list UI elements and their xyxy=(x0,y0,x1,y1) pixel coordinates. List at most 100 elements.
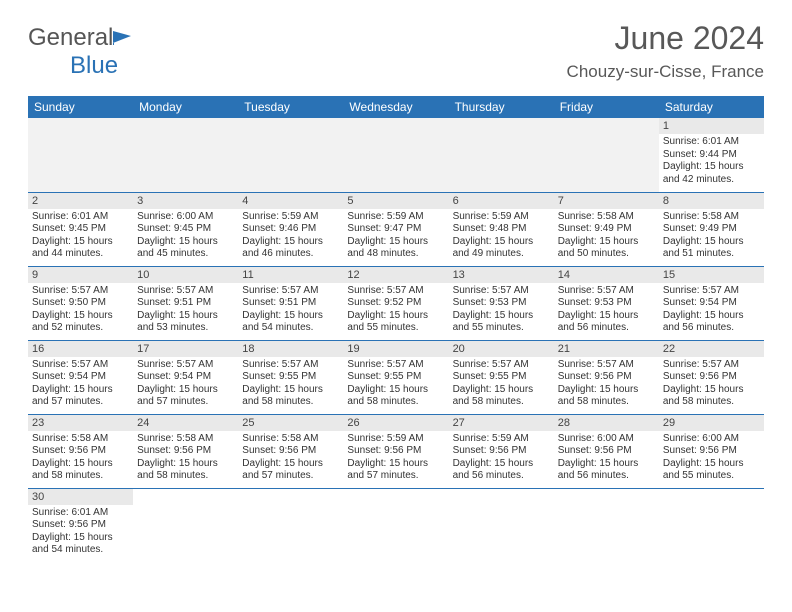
sunset-text: Sunset: 9:54 PM xyxy=(663,297,760,310)
daylight-text: Daylight: 15 hours and 58 minutes. xyxy=(32,458,129,483)
day-info: Sunrise: 5:58 AMSunset: 9:56 PMDaylight:… xyxy=(28,431,133,487)
daylight-text: Daylight: 15 hours and 57 minutes. xyxy=(137,384,234,409)
daylight-text: Daylight: 15 hours and 58 minutes. xyxy=(242,384,339,409)
calendar-cell xyxy=(554,118,659,192)
calendar-cell xyxy=(343,488,448,562)
day-number: 10 xyxy=(133,267,238,283)
sunrise-text: Sunrise: 5:57 AM xyxy=(32,285,129,298)
daylight-text: Daylight: 15 hours and 58 minutes. xyxy=(663,384,760,409)
sunset-text: Sunset: 9:47 PM xyxy=(347,223,444,236)
sunrise-text: Sunrise: 5:59 AM xyxy=(347,211,444,224)
calendar-cell xyxy=(238,118,343,192)
day-number: 3 xyxy=(133,193,238,209)
weekday-header: Sunday xyxy=(28,96,133,118)
sunset-text: Sunset: 9:53 PM xyxy=(453,297,550,310)
day-number: 18 xyxy=(238,341,343,357)
sunrise-text: Sunrise: 6:00 AM xyxy=(663,433,760,446)
day-number: 15 xyxy=(659,267,764,283)
calendar-row: 30Sunrise: 6:01 AMSunset: 9:56 PMDayligh… xyxy=(28,488,764,562)
calendar-cell: 3Sunrise: 6:00 AMSunset: 9:45 PMDaylight… xyxy=(133,192,238,266)
sunset-text: Sunset: 9:48 PM xyxy=(453,223,550,236)
calendar-cell: 18Sunrise: 5:57 AMSunset: 9:55 PMDayligh… xyxy=(238,340,343,414)
daylight-text: Daylight: 15 hours and 56 minutes. xyxy=(663,310,760,335)
daylight-text: Daylight: 15 hours and 58 minutes. xyxy=(558,384,655,409)
daylight-text: Daylight: 15 hours and 57 minutes. xyxy=(242,458,339,483)
day-info: Sunrise: 6:01 AMSunset: 9:56 PMDaylight:… xyxy=(28,505,133,561)
sunrise-text: Sunrise: 5:57 AM xyxy=(347,359,444,372)
weekday-header: Friday xyxy=(554,96,659,118)
day-info: Sunrise: 5:57 AMSunset: 9:56 PMDaylight:… xyxy=(554,357,659,413)
day-number: 9 xyxy=(28,267,133,283)
sunset-text: Sunset: 9:53 PM xyxy=(558,297,655,310)
sunset-text: Sunset: 9:51 PM xyxy=(137,297,234,310)
calendar-cell: 14Sunrise: 5:57 AMSunset: 9:53 PMDayligh… xyxy=(554,266,659,340)
day-info: Sunrise: 5:57 AMSunset: 9:54 PMDaylight:… xyxy=(659,283,764,339)
day-info: Sunrise: 6:01 AMSunset: 9:44 PMDaylight:… xyxy=(659,134,764,190)
calendar-cell: 9Sunrise: 5:57 AMSunset: 9:50 PMDaylight… xyxy=(28,266,133,340)
sunrise-text: Sunrise: 5:57 AM xyxy=(558,285,655,298)
calendar-cell: 13Sunrise: 5:57 AMSunset: 9:53 PMDayligh… xyxy=(449,266,554,340)
day-number: 23 xyxy=(28,415,133,431)
day-info: Sunrise: 6:00 AMSunset: 9:56 PMDaylight:… xyxy=(554,431,659,487)
sunset-text: Sunset: 9:45 PM xyxy=(32,223,129,236)
calendar-cell xyxy=(554,488,659,562)
day-number: 12 xyxy=(343,267,448,283)
daylight-text: Daylight: 15 hours and 50 minutes. xyxy=(558,236,655,261)
daylight-text: Daylight: 15 hours and 55 minutes. xyxy=(453,310,550,335)
sunrise-text: Sunrise: 6:00 AM xyxy=(558,433,655,446)
sunrise-text: Sunrise: 5:59 AM xyxy=(453,211,550,224)
day-info: Sunrise: 5:57 AMSunset: 9:51 PMDaylight:… xyxy=(133,283,238,339)
day-info: Sunrise: 6:00 AMSunset: 9:56 PMDaylight:… xyxy=(659,431,764,487)
calendar-cell: 5Sunrise: 5:59 AMSunset: 9:47 PMDaylight… xyxy=(343,192,448,266)
daylight-text: Daylight: 15 hours and 56 minutes. xyxy=(558,310,655,335)
daylight-text: Daylight: 15 hours and 46 minutes. xyxy=(242,236,339,261)
calendar-cell: 30Sunrise: 6:01 AMSunset: 9:56 PMDayligh… xyxy=(28,488,133,562)
daylight-text: Daylight: 15 hours and 49 minutes. xyxy=(453,236,550,261)
sunset-text: Sunset: 9:56 PM xyxy=(32,519,129,532)
calendar-cell: 25Sunrise: 5:58 AMSunset: 9:56 PMDayligh… xyxy=(238,414,343,488)
day-info: Sunrise: 5:59 AMSunset: 9:46 PMDaylight:… xyxy=(238,209,343,265)
day-number: 19 xyxy=(343,341,448,357)
calendar-row: 1Sunrise: 6:01 AMSunset: 9:44 PMDaylight… xyxy=(28,118,764,192)
sunrise-text: Sunrise: 5:57 AM xyxy=(137,359,234,372)
sunset-text: Sunset: 9:56 PM xyxy=(558,371,655,384)
sunset-text: Sunset: 9:44 PM xyxy=(663,149,760,162)
day-info: Sunrise: 5:57 AMSunset: 9:54 PMDaylight:… xyxy=(28,357,133,413)
sunrise-text: Sunrise: 5:57 AM xyxy=(663,359,760,372)
weekday-header: Monday xyxy=(133,96,238,118)
calendar-cell xyxy=(28,118,133,192)
calendar-cell: 11Sunrise: 5:57 AMSunset: 9:51 PMDayligh… xyxy=(238,266,343,340)
day-number: 17 xyxy=(133,341,238,357)
day-number: 11 xyxy=(238,267,343,283)
sunset-text: Sunset: 9:54 PM xyxy=(137,371,234,384)
weekday-header: Tuesday xyxy=(238,96,343,118)
daylight-text: Daylight: 15 hours and 42 minutes. xyxy=(663,161,760,186)
sunset-text: Sunset: 9:45 PM xyxy=(137,223,234,236)
calendar-cell: 19Sunrise: 5:57 AMSunset: 9:55 PMDayligh… xyxy=(343,340,448,414)
day-info: Sunrise: 5:59 AMSunset: 9:48 PMDaylight:… xyxy=(449,209,554,265)
calendar-cell: 22Sunrise: 5:57 AMSunset: 9:56 PMDayligh… xyxy=(659,340,764,414)
day-number: 26 xyxy=(343,415,448,431)
day-number: 29 xyxy=(659,415,764,431)
day-info: Sunrise: 6:00 AMSunset: 9:45 PMDaylight:… xyxy=(133,209,238,265)
daylight-text: Daylight: 15 hours and 54 minutes. xyxy=(242,310,339,335)
daylight-text: Daylight: 15 hours and 48 minutes. xyxy=(347,236,444,261)
sunrise-text: Sunrise: 5:57 AM xyxy=(558,359,655,372)
day-info: Sunrise: 5:57 AMSunset: 9:50 PMDaylight:… xyxy=(28,283,133,339)
day-number: 21 xyxy=(554,341,659,357)
sunrise-text: Sunrise: 6:00 AM xyxy=(137,211,234,224)
page-title: June 2024 xyxy=(615,20,764,57)
daylight-text: Daylight: 15 hours and 51 minutes. xyxy=(663,236,760,261)
sunset-text: Sunset: 9:55 PM xyxy=(453,371,550,384)
logo-flag-icon xyxy=(113,24,135,52)
calendar-cell: 21Sunrise: 5:57 AMSunset: 9:56 PMDayligh… xyxy=(554,340,659,414)
day-number: 8 xyxy=(659,193,764,209)
daylight-text: Daylight: 15 hours and 57 minutes. xyxy=(32,384,129,409)
calendar-cell xyxy=(659,488,764,562)
calendar-cell: 16Sunrise: 5:57 AMSunset: 9:54 PMDayligh… xyxy=(28,340,133,414)
day-info: Sunrise: 5:59 AMSunset: 9:56 PMDaylight:… xyxy=(343,431,448,487)
day-info: Sunrise: 5:58 AMSunset: 9:56 PMDaylight:… xyxy=(133,431,238,487)
day-number: 20 xyxy=(449,341,554,357)
weekday-header: Thursday xyxy=(449,96,554,118)
sunrise-text: Sunrise: 5:57 AM xyxy=(453,359,550,372)
